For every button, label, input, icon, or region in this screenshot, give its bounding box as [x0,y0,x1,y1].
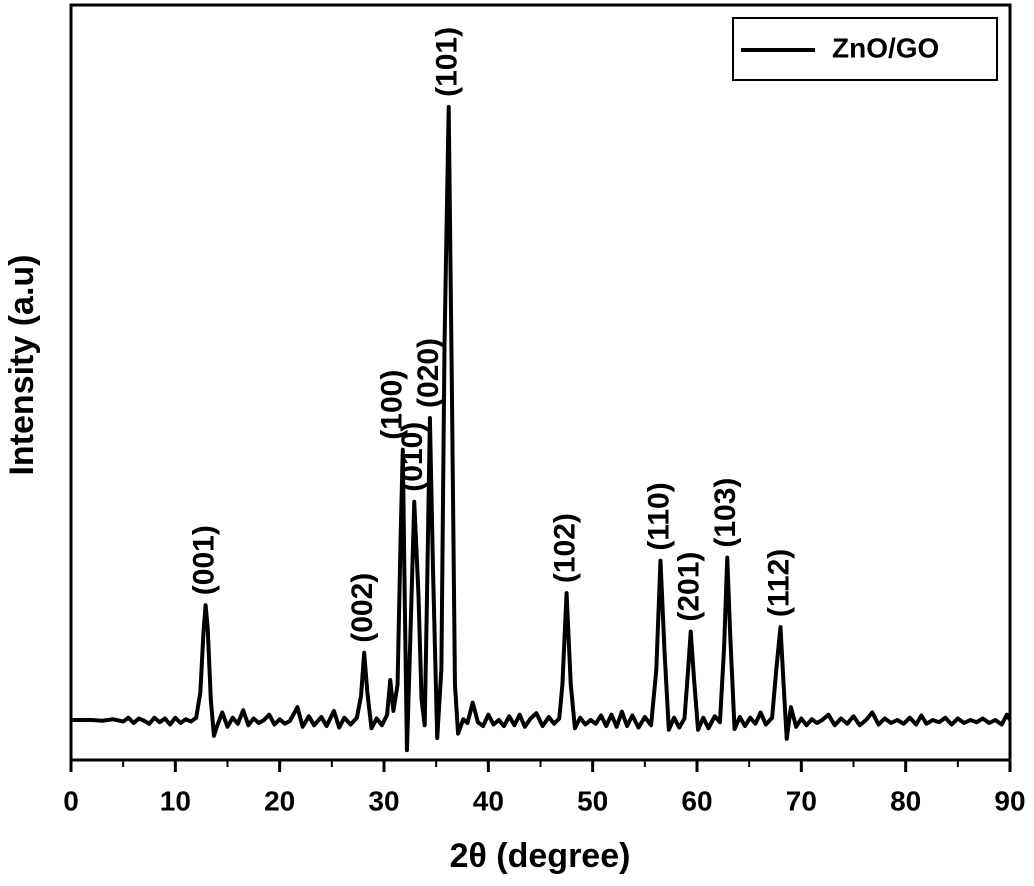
x-tick-label: 30 [368,785,399,816]
x-tick-label: 70 [786,785,817,816]
peak-label: (100) [375,370,408,440]
peak-label: (010) [396,422,429,492]
data-line [71,104,1012,753]
x-tick-label: 50 [577,785,608,816]
peak-label: (002) [346,573,379,643]
peak-label: (201) [673,552,706,622]
x-tick-label: 40 [473,785,504,816]
x-axis-label: 2θ (degree) [450,837,631,875]
peak-label: (020) [412,338,445,408]
peak-label: (101) [431,27,464,97]
x-tick-label: 90 [994,785,1025,816]
y-axis-label: Intensity (a.u) [3,254,41,475]
x-tick-label: 10 [160,785,191,816]
x-tick-label: 80 [890,785,921,816]
legend-label: ZnO/GO [832,32,939,63]
peak-label: (112) [762,549,795,617]
x-tick-label: 20 [264,785,295,816]
peak-label: (110) [642,482,675,550]
peak-label: (102) [549,513,582,583]
plot-frame [69,3,1012,762]
x-tick-label: 0 [63,785,79,816]
peak-label: (001) [188,525,221,595]
peak-label: (103) [709,478,742,548]
x-tick-label: 60 [681,785,712,816]
